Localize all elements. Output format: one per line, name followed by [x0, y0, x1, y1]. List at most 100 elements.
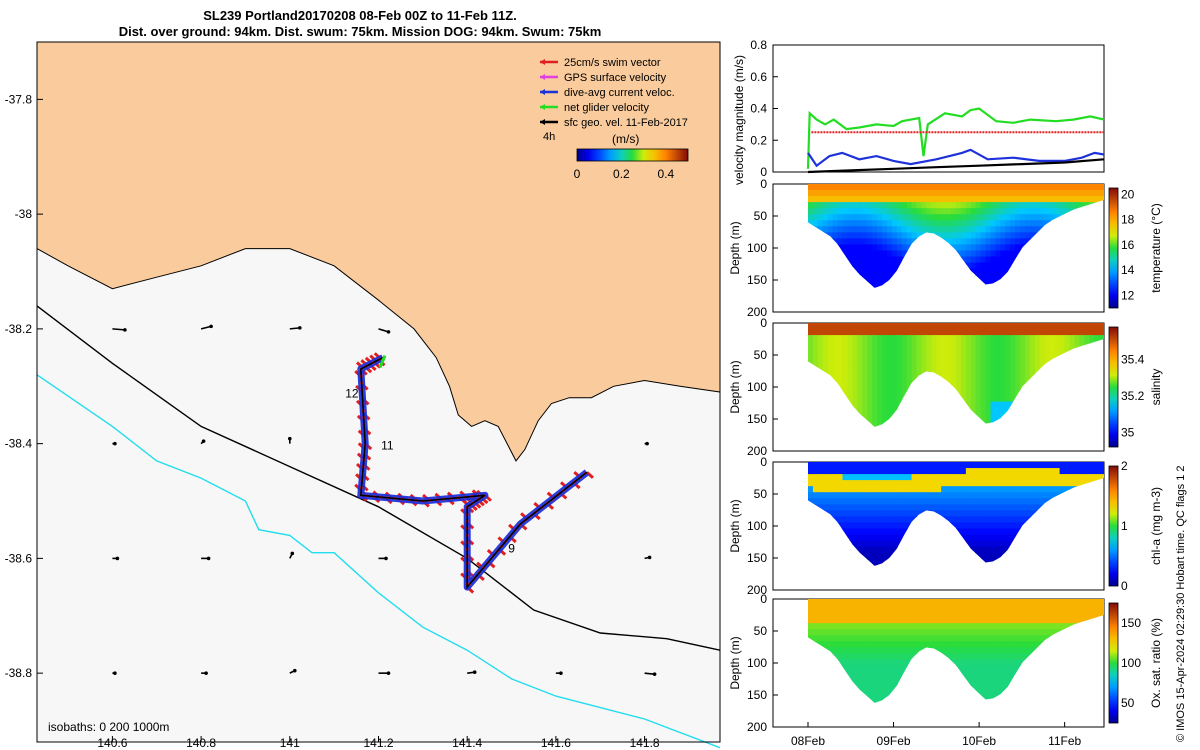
- map-colorbar-title: (m/s): [612, 132, 639, 146]
- geo-vector-head: [209, 324, 213, 329]
- velocity-series-line: [807, 158, 1105, 174]
- legend-arrowhead: [540, 119, 545, 125]
- depth-y-tick-label: 100: [747, 656, 767, 670]
- velocity-series-line: [807, 148, 1105, 168]
- track-day-label: 11: [381, 438, 394, 452]
- depth-y-tick-label: 0: [760, 316, 767, 330]
- velocity-series-line: [806, 107, 1105, 169]
- isobath-label: isobaths: 0 200 1000m: [48, 720, 169, 734]
- depth-y-tick-label: 200: [747, 583, 767, 597]
- legend-label: sfc geo. vel. 11-Feb-2017: [564, 117, 688, 129]
- map-x-tick-label: 140.8: [186, 736, 216, 750]
- map-x-tick-label: 141.2: [363, 736, 393, 750]
- depth-y-tick-label: 150: [747, 688, 767, 702]
- colorbar-tick-label: 14: [1121, 263, 1135, 277]
- depth-y-tick-label: 50: [754, 624, 768, 638]
- depth-y-tick-label: 200: [747, 305, 767, 319]
- depth-y-tick-label: 100: [747, 380, 767, 394]
- depth-y-tick-label: 200: [747, 444, 767, 458]
- colorbar: [1108, 326, 1119, 448]
- map-title-line2: Dist. over ground: 94km. Dist. swum: 75k…: [118, 24, 602, 39]
- colorbar-axis-label: Ox. sat. ratio (%): [1149, 618, 1163, 708]
- velocity-y-tick-label: 0.2: [750, 133, 767, 147]
- track-day-label: 9: [508, 542, 515, 556]
- colorbar-tick-label: 35.2: [1121, 389, 1145, 403]
- colorbar-axis-label: chl-a (mg m-3): [1149, 487, 1163, 565]
- map-x-tick-label: 141.6: [541, 736, 571, 750]
- map-y-tick-label: -38: [15, 207, 33, 221]
- depth-y-tick-label: 150: [747, 273, 767, 287]
- map-y-tick-label: -38.6: [5, 551, 33, 565]
- colorbar: [576, 148, 689, 162]
- geo-vector-head: [647, 555, 652, 560]
- time-x-tick-label: 10Feb: [962, 734, 996, 748]
- map-colorbar-tick-label: 0: [574, 167, 581, 181]
- geo-vector-head: [559, 671, 563, 675]
- depth-y-tick-label: 0: [760, 177, 767, 191]
- geo-vector-head: [201, 439, 206, 443]
- legend-arrowhead: [540, 89, 545, 95]
- depth-y-tick-label: 200: [747, 720, 767, 734]
- geo-vector-head: [384, 556, 388, 561]
- depth-y-axis-label: Depth (m): [728, 636, 742, 689]
- time-x-tick-label: 11Feb: [1048, 734, 1081, 748]
- colorbar-tick-label: 35: [1121, 425, 1135, 439]
- velocity-frame: [772, 44, 1105, 173]
- geo-vector-head: [113, 671, 117, 675]
- map-y-tick-label: -38.8: [5, 666, 33, 680]
- map-y-tick-label: -38.2: [5, 322, 33, 336]
- colorbar-tick-label: 12: [1121, 288, 1135, 302]
- depth-y-tick-label: 0: [760, 592, 767, 606]
- time-x-tick-label: 09Feb: [877, 734, 911, 748]
- colorbar-tick-label: 0: [1121, 579, 1128, 593]
- net-glider-velocity-tip: [378, 354, 387, 369]
- legend-arrowhead: [540, 59, 545, 65]
- colorbar-axis-label: temperature (°C): [1149, 203, 1163, 293]
- map-x-tick-label: 141.4: [452, 736, 482, 750]
- depth-y-tick-label: 0: [760, 455, 767, 469]
- map-y-tick-label: -37.8: [5, 92, 33, 106]
- map-colorbar-tick-label: 0.4: [657, 167, 674, 181]
- colorbar-tick-label: 100: [1121, 656, 1141, 670]
- colorbar-tick-label: 2: [1121, 459, 1128, 473]
- geo-vector-head: [290, 551, 295, 556]
- colorbar-tick-label: 35.4: [1121, 353, 1145, 367]
- colorbar: [1108, 602, 1119, 724]
- legend-arrowhead: [540, 104, 545, 110]
- geo-vector-head: [292, 668, 297, 673]
- map-x-tick-label: 140.6: [97, 736, 127, 750]
- legend-arrowhead: [540, 74, 545, 80]
- geo-vector-head: [204, 671, 208, 675]
- map-colorbar-tick-label: 0.2: [613, 167, 630, 181]
- velocity-y-tick-label: 0.6: [750, 70, 767, 84]
- velocity-y-axis-label: velocity magnitude (m/s): [732, 55, 746, 185]
- velocity-y-tick-label: 0.4: [750, 102, 767, 116]
- depth-y-tick-label: 50: [754, 348, 768, 362]
- legend-label: 25cm/s swim vector: [564, 57, 661, 69]
- colorbar: [1108, 187, 1119, 309]
- colorbar-tick-label: 20: [1121, 187, 1135, 201]
- map-x-tick-label: 141.8: [630, 736, 660, 750]
- depth-y-axis-label: Depth (m): [728, 360, 742, 413]
- geo-vector-head: [287, 436, 292, 441]
- geo-vector-head: [652, 672, 657, 676]
- depth-y-tick-label: 50: [754, 487, 768, 501]
- geo-vector-head: [645, 441, 649, 446]
- geo-vector-head: [123, 328, 127, 332]
- depth-y-tick-label: 150: [747, 412, 767, 426]
- geo-vector-head: [472, 670, 477, 674]
- map-y-tick-label: -38.4: [5, 437, 33, 451]
- depth-y-tick-label: 150: [747, 551, 767, 565]
- depth-y-tick-label: 50: [754, 209, 768, 223]
- depth-y-tick-label: 100: [747, 519, 767, 533]
- legend-label: dive-avg current veloc.: [564, 87, 675, 99]
- geo-vector-head: [386, 330, 391, 334]
- colorbar-tick-label: 18: [1121, 213, 1135, 227]
- geo-vector-head: [206, 556, 211, 561]
- velocity-y-tick-label: 0: [760, 165, 767, 179]
- glider-track-line: [359, 356, 588, 590]
- time-x-tick-label: 08Feb: [791, 734, 825, 748]
- colorbar-tick-label: 150: [1121, 616, 1141, 630]
- legend-label: GPS surface velocity: [564, 72, 667, 84]
